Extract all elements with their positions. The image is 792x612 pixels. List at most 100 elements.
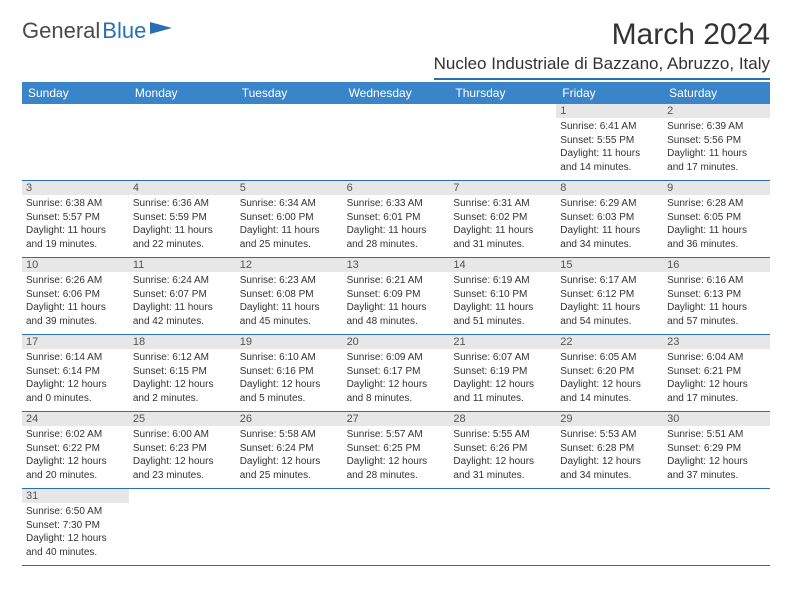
day-number — [129, 104, 236, 106]
day-number: 14 — [449, 258, 556, 272]
sunrise-text: Sunrise: 6:41 AM — [560, 120, 659, 134]
weekday-label: Wednesday — [343, 82, 450, 104]
daylight-text: Daylight: 11 hours and 54 minutes. — [560, 301, 659, 328]
calendar-cell: 29Sunrise: 5:53 AMSunset: 6:28 PMDayligh… — [556, 412, 663, 488]
daylight-text: Daylight: 11 hours and 42 minutes. — [133, 301, 232, 328]
daylight-text: Daylight: 12 hours and 11 minutes. — [453, 378, 552, 405]
day-number: 29 — [556, 412, 663, 426]
day-number: 24 — [22, 412, 129, 426]
weekday-label: Monday — [129, 82, 236, 104]
sunrise-text: Sunrise: 6:28 AM — [667, 197, 766, 211]
weeks-container: 1Sunrise: 6:41 AMSunset: 5:55 PMDaylight… — [22, 104, 770, 566]
calendar-cell: 21Sunrise: 6:07 AMSunset: 6:19 PMDayligh… — [449, 335, 556, 411]
sunset-text: Sunset: 6:19 PM — [453, 365, 552, 379]
calendar-cell — [343, 489, 450, 565]
calendar-grid: Sunday Monday Tuesday Wednesday Thursday… — [22, 82, 770, 566]
day-number: 25 — [129, 412, 236, 426]
day-number: 6 — [343, 181, 450, 195]
day-info: Sunrise: 6:39 AMSunset: 5:56 PMDaylight:… — [663, 118, 770, 178]
day-number: 18 — [129, 335, 236, 349]
day-number: 2 — [663, 104, 770, 118]
sunset-text: Sunset: 6:02 PM — [453, 211, 552, 225]
calendar-cell: 6Sunrise: 6:33 AMSunset: 6:01 PMDaylight… — [343, 181, 450, 257]
day-info: Sunrise: 6:23 AMSunset: 6:08 PMDaylight:… — [236, 272, 343, 332]
calendar-cell: 3Sunrise: 6:38 AMSunset: 5:57 PMDaylight… — [22, 181, 129, 257]
calendar-cell: 17Sunrise: 6:14 AMSunset: 6:14 PMDayligh… — [22, 335, 129, 411]
sunrise-text: Sunrise: 6:00 AM — [133, 428, 232, 442]
daylight-text: Daylight: 11 hours and 48 minutes. — [347, 301, 446, 328]
calendar-cell: 14Sunrise: 6:19 AMSunset: 6:10 PMDayligh… — [449, 258, 556, 334]
sunrise-text: Sunrise: 6:02 AM — [26, 428, 125, 442]
calendar-week: 31Sunrise: 6:50 AMSunset: 7:30 PMDayligh… — [22, 489, 770, 566]
sunrise-text: Sunrise: 6:34 AM — [240, 197, 339, 211]
day-number — [129, 489, 236, 491]
sunrise-text: Sunrise: 6:36 AM — [133, 197, 232, 211]
header: GeneralBlue March 2024 Nucleo Industrial… — [22, 18, 770, 80]
day-number: 28 — [449, 412, 556, 426]
sunset-text: Sunset: 5:56 PM — [667, 134, 766, 148]
sunset-text: Sunset: 5:55 PM — [560, 134, 659, 148]
calendar-cell: 5Sunrise: 6:34 AMSunset: 6:00 PMDaylight… — [236, 181, 343, 257]
daylight-text: Daylight: 12 hours and 2 minutes. — [133, 378, 232, 405]
sunset-text: Sunset: 5:57 PM — [26, 211, 125, 225]
daylight-text: Daylight: 11 hours and 39 minutes. — [26, 301, 125, 328]
daylight-text: Daylight: 11 hours and 28 minutes. — [347, 224, 446, 251]
sunrise-text: Sunrise: 6:33 AM — [347, 197, 446, 211]
sunset-text: Sunset: 6:15 PM — [133, 365, 232, 379]
day-info: Sunrise: 6:38 AMSunset: 5:57 PMDaylight:… — [22, 195, 129, 255]
calendar-cell: 11Sunrise: 6:24 AMSunset: 6:07 PMDayligh… — [129, 258, 236, 334]
day-number: 5 — [236, 181, 343, 195]
daylight-text: Daylight: 12 hours and 20 minutes. — [26, 455, 125, 482]
day-info: Sunrise: 6:31 AMSunset: 6:02 PMDaylight:… — [449, 195, 556, 255]
calendar-cell: 31Sunrise: 6:50 AMSunset: 7:30 PMDayligh… — [22, 489, 129, 565]
day-info: Sunrise: 6:21 AMSunset: 6:09 PMDaylight:… — [343, 272, 450, 332]
daylight-text: Daylight: 12 hours and 34 minutes. — [560, 455, 659, 482]
calendar-week: 3Sunrise: 6:38 AMSunset: 5:57 PMDaylight… — [22, 181, 770, 258]
calendar-week: 10Sunrise: 6:26 AMSunset: 6:06 PMDayligh… — [22, 258, 770, 335]
daylight-text: Daylight: 11 hours and 17 minutes. — [667, 147, 766, 174]
flag-icon — [150, 22, 172, 40]
calendar-cell: 4Sunrise: 6:36 AMSunset: 5:59 PMDaylight… — [129, 181, 236, 257]
location: Nucleo Industriale di Bazzano, Abruzzo, … — [434, 54, 770, 80]
day-number: 9 — [663, 181, 770, 195]
day-info: Sunrise: 5:51 AMSunset: 6:29 PMDaylight:… — [663, 426, 770, 486]
weekday-label: Thursday — [449, 82, 556, 104]
sunrise-text: Sunrise: 6:24 AM — [133, 274, 232, 288]
sunrise-text: Sunrise: 6:19 AM — [453, 274, 552, 288]
title-block: March 2024 Nucleo Industriale di Bazzano… — [434, 18, 770, 80]
calendar-cell — [449, 489, 556, 565]
day-info: Sunrise: 6:05 AMSunset: 6:20 PMDaylight:… — [556, 349, 663, 409]
day-number: 7 — [449, 181, 556, 195]
sunrise-text: Sunrise: 5:58 AM — [240, 428, 339, 442]
day-info: Sunrise: 6:12 AMSunset: 6:15 PMDaylight:… — [129, 349, 236, 409]
daylight-text: Daylight: 11 hours and 34 minutes. — [560, 224, 659, 251]
sunset-text: Sunset: 6:00 PM — [240, 211, 339, 225]
day-info: Sunrise: 6:04 AMSunset: 6:21 PMDaylight:… — [663, 349, 770, 409]
sunset-text: Sunset: 6:06 PM — [26, 288, 125, 302]
day-number — [556, 489, 663, 491]
day-info: Sunrise: 6:00 AMSunset: 6:23 PMDaylight:… — [129, 426, 236, 486]
calendar-cell: 27Sunrise: 5:57 AMSunset: 6:25 PMDayligh… — [343, 412, 450, 488]
daylight-text: Daylight: 11 hours and 36 minutes. — [667, 224, 766, 251]
brand-part1: General — [22, 18, 100, 44]
day-number: 26 — [236, 412, 343, 426]
sunrise-text: Sunrise: 6:50 AM — [26, 505, 125, 519]
sunset-text: Sunset: 6:03 PM — [560, 211, 659, 225]
sunset-text: Sunset: 5:59 PM — [133, 211, 232, 225]
day-info: Sunrise: 6:24 AMSunset: 6:07 PMDaylight:… — [129, 272, 236, 332]
calendar-cell: 22Sunrise: 6:05 AMSunset: 6:20 PMDayligh… — [556, 335, 663, 411]
sunset-text: Sunset: 6:22 PM — [26, 442, 125, 456]
calendar-cell: 25Sunrise: 6:00 AMSunset: 6:23 PMDayligh… — [129, 412, 236, 488]
day-number: 20 — [343, 335, 450, 349]
day-info: Sunrise: 6:28 AMSunset: 6:05 PMDaylight:… — [663, 195, 770, 255]
daylight-text: Daylight: 11 hours and 14 minutes. — [560, 147, 659, 174]
sunset-text: Sunset: 6:17 PM — [347, 365, 446, 379]
day-number — [343, 489, 450, 491]
daylight-text: Daylight: 11 hours and 57 minutes. — [667, 301, 766, 328]
sunset-text: Sunset: 6:28 PM — [560, 442, 659, 456]
calendar-cell: 24 Sunrise: 6:02 AMSunset: 6:22 PMDayligh… — [22, 412, 129, 488]
calendar-cell: 23Sunrise: 6:04 AMSunset: 6:21 PMDayligh… — [663, 335, 770, 411]
sunrise-text: Sunrise: 6:23 AM — [240, 274, 339, 288]
day-number: 31 — [22, 489, 129, 503]
day-number — [449, 489, 556, 491]
